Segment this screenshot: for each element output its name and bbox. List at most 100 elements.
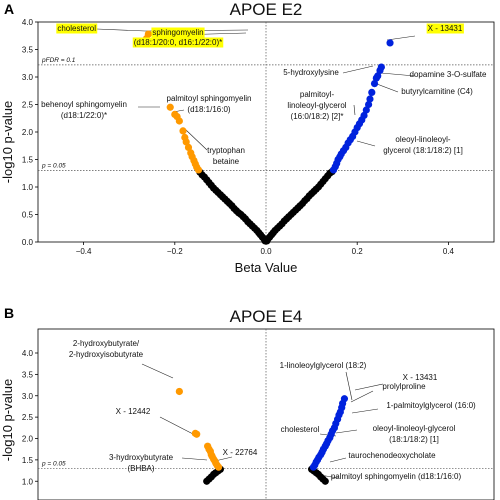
panel-b-leader-line <box>141 363 174 379</box>
panel-b-ytick-label: 2.0 <box>22 435 34 444</box>
panel-a-xlabel: Beta Value <box>235 260 298 275</box>
panel-b-leader-line <box>159 416 194 435</box>
panel-b-leader-line <box>181 457 208 461</box>
panel-a-annotation-highlight <box>56 23 98 34</box>
panel-a-xtick-label: −0.2 <box>167 247 183 256</box>
panel-a-annotation-label: (d18:1/22:0)* <box>61 111 107 120</box>
panel-a-leader-line <box>96 28 249 32</box>
panel-b-annotation-label: 1-linoleoylglycerol (18:2) <box>280 361 367 370</box>
panel-a-annotation-label: (16:0/18:2) [2]* <box>291 112 344 121</box>
panel-a-ytick-label: 3.0 <box>22 73 34 82</box>
panel-a-point-decreased <box>166 103 174 111</box>
panel-a-ytick-label: 0.5 <box>22 211 34 220</box>
panel-b-annotation-label: 1-palmitoylglycerol (16:0) <box>386 401 476 410</box>
panel-b-annotation-label: taurochenodeoxycholate <box>348 451 436 460</box>
panel-a-threshold-label: p = 0.05 <box>41 163 66 170</box>
panel-a-annotation-label: cholesterol <box>57 24 96 33</box>
panel-a-threshold-label: pFDR = 0.1 <box>41 57 76 64</box>
panel-a-annotation-label: palmitoyl sphingomyelin <box>167 94 252 103</box>
panel-b-leader-line <box>335 429 358 434</box>
panel-a-leader-line <box>380 72 416 77</box>
panel-b-annotation-label: 3-hydroxybutyrate <box>109 453 174 462</box>
panel-letter-b: B <box>4 305 14 321</box>
panel-b-point-decreased <box>175 387 183 396</box>
panel-a-leader-line <box>376 83 399 93</box>
panel-b-plot: p = 0.05 1.0 1.5 2.0 2.5 3.0 3.5 4.0 2-hydroxybu… <box>22 328 495 500</box>
panel-a-point-increased <box>368 88 376 96</box>
panel-b-leader-line <box>354 383 384 391</box>
panel-a-annotation-label: betaine <box>213 157 240 166</box>
panel-b-annotation-label: (18:1/18:2) [1] <box>389 435 439 444</box>
panel-b-annotation-label: (BHBA) <box>127 464 154 473</box>
panel-a-ytick-label: 0.0 <box>22 238 34 247</box>
panel-a-annotation-highlight <box>151 27 205 38</box>
panel-a-title: APOE E2 <box>230 0 303 19</box>
panel-b-annotation-label: 2-hydroxyisobutyrate <box>69 350 144 359</box>
panel-b-annotation-label: X - 22764 <box>223 448 258 457</box>
panel-a-point-decreased <box>171 110 179 118</box>
panel-a-leader-line <box>353 104 356 116</box>
panel-b-ytick-label: 4.0 <box>22 349 34 358</box>
panel-a-leader-line <box>342 65 374 74</box>
panel-a-annotation-label: X - 13431 <box>428 24 463 33</box>
panel-a-annotation-label: glycerol (18:1/18:2) [1] <box>383 146 463 155</box>
panel-a-point-increased <box>362 106 370 114</box>
panel-a-plot: pFDR = 0.1 p = 0.05 0.0 0.5 1.0 1.5 2.0 2.5 3.0 3… <box>22 18 495 256</box>
panel-a-xtick-label: 0.2 <box>352 247 364 256</box>
panel-b-leader-line <box>345 371 353 401</box>
panel-a-annotation-highlight <box>132 37 224 48</box>
panel-b-ylabel: -log10 p-value <box>0 379 15 461</box>
panel-b-leader-line <box>329 457 347 463</box>
panel-a-xtick-label: 0.0 <box>260 247 272 256</box>
panel-a-ytick-label: 2.0 <box>22 128 34 137</box>
panel-a-point-increased <box>360 111 368 120</box>
panel-b-ytick-label: 1.5 <box>22 456 34 465</box>
panel-b-title: APOE E4 <box>230 307 303 326</box>
panel-a-point-decreased <box>184 143 193 151</box>
panel-a-ytick-label: 1.0 <box>22 183 34 192</box>
panel-a-point-increased <box>377 63 385 71</box>
panel-a-annotation-label: sphingomyelin <box>152 28 203 37</box>
panel-a-ylabel: -log10 p-value <box>0 101 15 183</box>
panel-b-ytick-label: 3.0 <box>22 392 34 401</box>
panel-a-point-decreased <box>187 149 195 157</box>
panel-b-leader-line <box>350 390 374 403</box>
panel-a-point-increased <box>370 80 379 88</box>
panel-a-annotation-label: behenoyl sphingomyelin <box>41 100 127 109</box>
panel-b-threshold-label: p = 0.05 <box>41 460 66 467</box>
panel-a-ytick-label: 1.5 <box>22 156 34 165</box>
panel-b-annotation-label: prolylproline <box>382 382 426 391</box>
panel-b-point-nonsig <box>203 477 211 485</box>
panel-a-point-increased <box>366 95 374 103</box>
panel-b-annotation-label: cholesterol <box>281 425 320 434</box>
panel-a-point-decreased <box>179 127 187 135</box>
panel-a-xtick-label: 0.4 <box>443 247 455 256</box>
panel-a-leader-line <box>386 35 416 41</box>
panel-b-annotation-label: oleoyl-linoleoyl-glycerol <box>373 424 456 433</box>
panel-a-annotation-label: linoleoyl-glycerol <box>287 101 346 110</box>
panel-b-ytick-label: 3.5 <box>22 370 34 379</box>
panel-a-xtick-label: −0.4 <box>76 247 92 256</box>
panel-b-annotation-label: X - 13431 <box>403 373 438 382</box>
panel-a-leader-line <box>185 129 208 151</box>
panel-a-annotation-label: 5-hydroxylysine <box>283 68 339 77</box>
panel-a-annotation-label: butyrylcarnitine (C4) <box>401 87 473 96</box>
panel-a-annotation-label: oleoyl-linoleoyl- <box>395 135 450 144</box>
panel-b-annotation-label: palmitoyl sphingomyelin (d18:1/16:0) <box>331 472 462 481</box>
panel-a-ytick-label: 2.5 <box>22 101 34 110</box>
panel-a-point-increased <box>374 72 382 80</box>
panel-a-point-increased <box>365 100 373 109</box>
panel-a-annotation-label: dopamine 3-O-sulfate <box>410 70 487 79</box>
panel-a-point-decreased <box>181 133 189 142</box>
panel-b-annotation-label: 2-hydroxybutyrate/ <box>73 339 140 348</box>
panel-a-annotation-highlight <box>426 23 464 34</box>
panel-b-ytick-label: 1.0 <box>22 477 34 486</box>
panel-a-ytick-label: 4.0 <box>22 18 34 27</box>
panel-a-annotation-label: tryptophan <box>207 146 245 155</box>
panel-b-ytick-label: 2.5 <box>22 413 34 422</box>
panel-b-point-increased <box>340 395 349 403</box>
panel-b-point-nonsig <box>321 477 329 485</box>
panel-a-annotation-label: (d18:1/16:0) <box>187 105 230 114</box>
panel-b-annotation-label: X - 12442 <box>116 407 151 416</box>
